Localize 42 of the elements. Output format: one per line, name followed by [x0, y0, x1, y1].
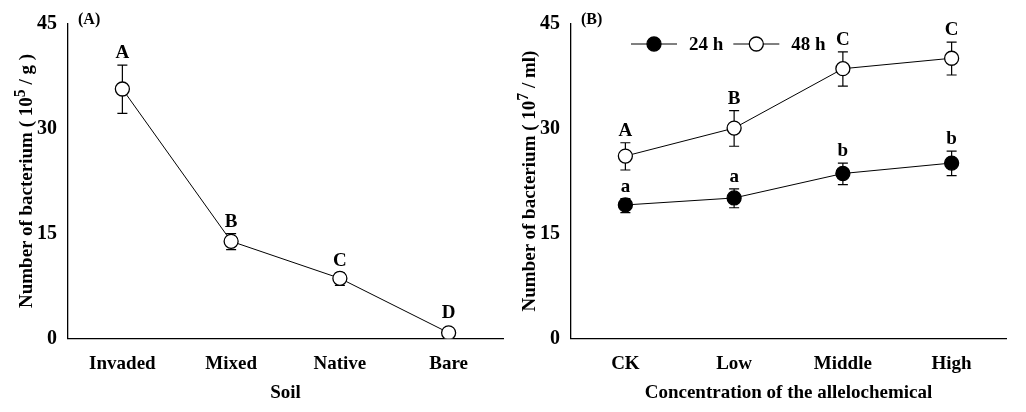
y-tick-label: 0	[550, 325, 560, 348]
y-tick-label: 30	[37, 115, 57, 138]
x-tick-label: Middle	[813, 351, 872, 373]
annotation: C	[836, 27, 850, 49]
x-axis-title: Concentration of the allelochemical	[644, 380, 933, 402]
y-tick-label: 0	[47, 325, 57, 348]
point	[835, 165, 851, 182]
x-tick-label: Low	[716, 351, 753, 373]
chart-title: (B)	[581, 10, 603, 29]
point	[835, 61, 851, 77]
annotation: D	[441, 300, 456, 322]
point	[943, 155, 960, 171]
y-tick-label: 30	[540, 115, 560, 138]
annotation: B	[727, 86, 741, 108]
x-tick-label: Native	[313, 351, 367, 373]
x-axis-title: Soil	[270, 380, 301, 402]
annotation: A	[115, 41, 130, 63]
y-tick-label: 45	[37, 11, 57, 34]
annotation: B	[224, 209, 238, 231]
chart-title: (A)	[78, 10, 101, 29]
point	[617, 148, 634, 164]
annotation: C	[333, 248, 347, 270]
annotation: b	[837, 138, 849, 160]
x-tick-label: CK	[611, 351, 640, 373]
y-tick-label: 15	[540, 220, 560, 243]
annotation: A	[618, 118, 633, 140]
legend-label: 48 h	[791, 32, 827, 54]
y-tick-label: 45	[540, 11, 560, 34]
point	[726, 120, 742, 136]
annotation: C	[944, 18, 959, 40]
point	[114, 81, 131, 97]
x-tick-label: Mixed	[205, 351, 258, 373]
annotation: a	[729, 164, 740, 186]
point	[440, 325, 457, 339]
x-tick-label: Invaded	[89, 351, 157, 373]
annotation: a	[620, 174, 631, 196]
annotation: b	[946, 127, 957, 149]
x-tick-label: Bare	[429, 351, 468, 373]
x-tick-label: High	[931, 351, 973, 373]
legend-label: 24 h	[689, 32, 724, 54]
point	[943, 50, 960, 66]
y-tick-label: 15	[37, 220, 57, 243]
